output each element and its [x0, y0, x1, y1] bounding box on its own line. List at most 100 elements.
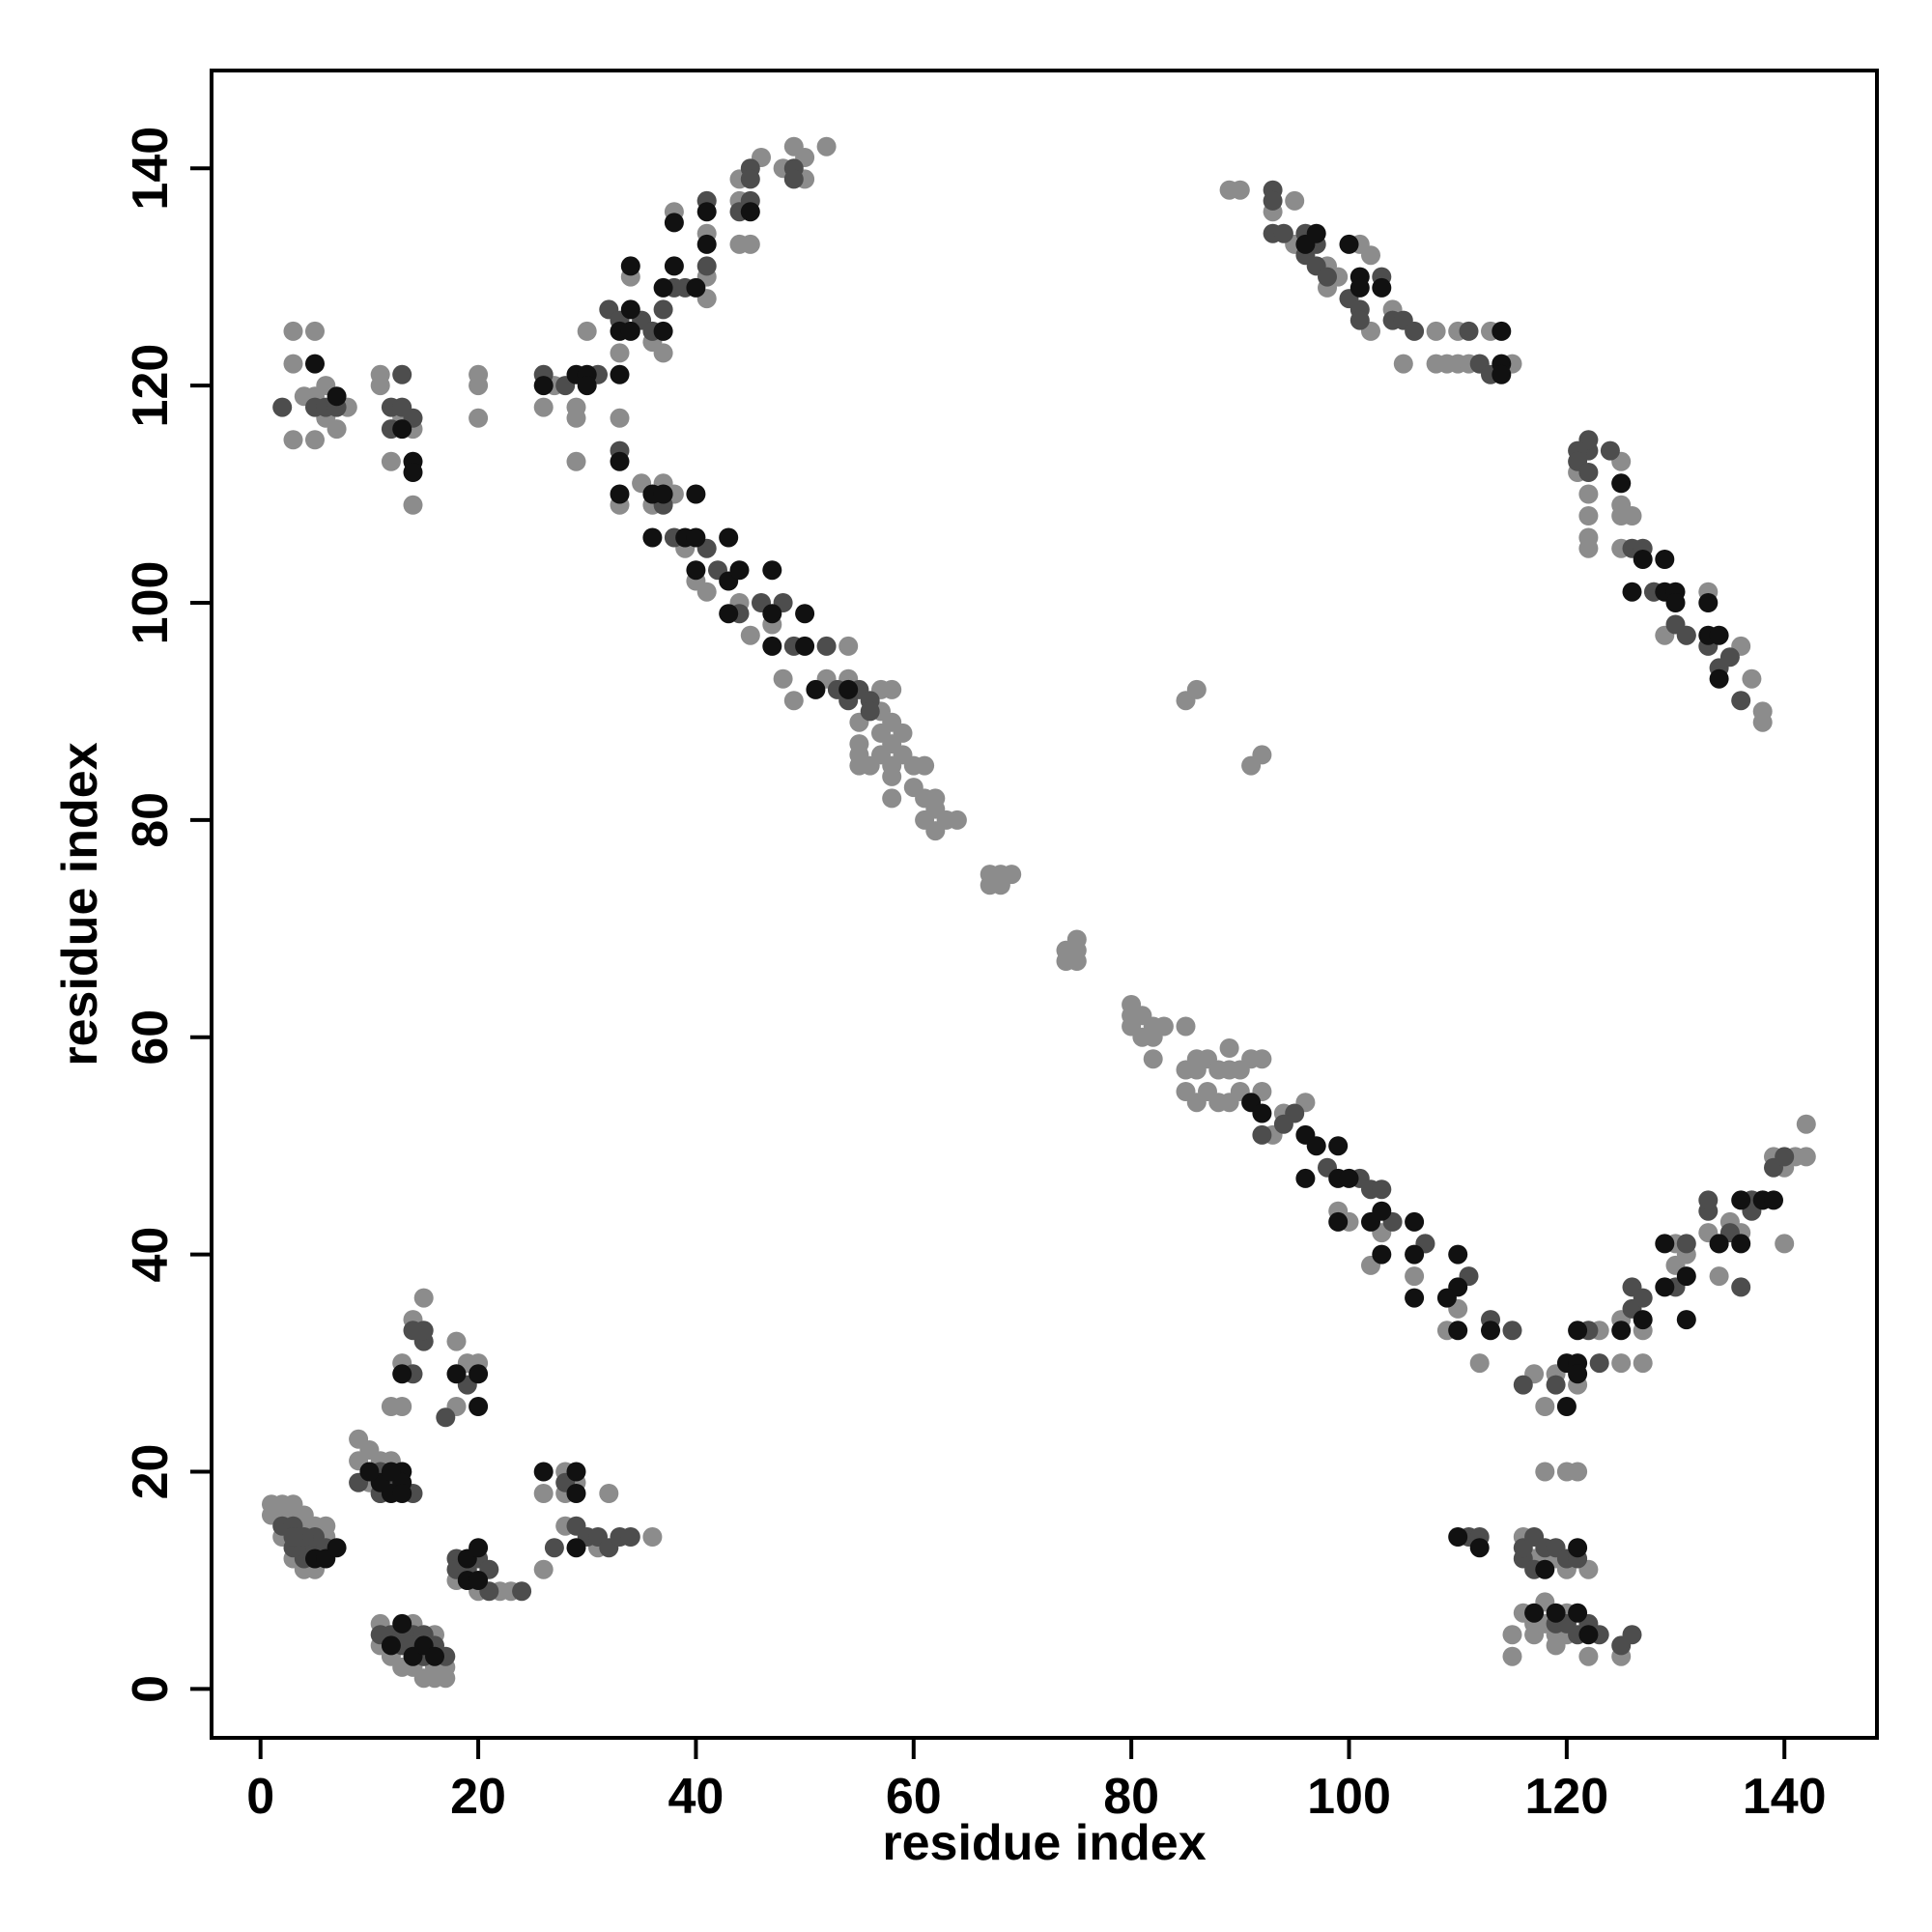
data-point	[533, 397, 554, 417]
data-point	[469, 1538, 489, 1558]
data-point	[1611, 473, 1632, 494]
data-point	[882, 679, 902, 699]
data-point	[1143, 1049, 1163, 1069]
data-point	[1393, 354, 1413, 374]
data-point	[1568, 1603, 1588, 1623]
data-point	[436, 1407, 456, 1428]
data-point	[381, 451, 401, 471]
data-point	[1405, 1211, 1425, 1232]
data-point	[327, 1538, 347, 1558]
data-point	[816, 136, 837, 156]
data-point	[696, 256, 717, 276]
data-point	[696, 202, 717, 222]
data-point	[795, 636, 815, 656]
data-point	[1676, 625, 1696, 645]
data-point	[1731, 1277, 1751, 1297]
data-point	[1426, 321, 1446, 341]
data-point	[1578, 1625, 1599, 1645]
data-point	[620, 321, 640, 341]
data-point	[469, 1397, 489, 1416]
y-tick-label: 100	[123, 561, 179, 645]
data-point	[469, 1364, 489, 1384]
data-point	[1535, 1559, 1555, 1579]
data-point	[381, 1635, 401, 1656]
data-point	[1372, 1179, 1392, 1200]
data-point	[740, 169, 760, 189]
data-point	[1252, 1049, 1272, 1069]
data-point	[860, 701, 880, 722]
data-point	[1263, 190, 1283, 211]
y-axis: 0 20 40 60 80 100 120 140	[123, 127, 212, 1703]
data-point	[1633, 1310, 1653, 1330]
data-point	[1372, 277, 1392, 298]
data-point	[882, 766, 902, 786]
y-tick-label: 20	[123, 1444, 179, 1500]
data-point	[1361, 245, 1380, 266]
y-tick-label: 60	[123, 1009, 179, 1065]
data-point	[1709, 625, 1729, 645]
x-axis-title: residue index	[882, 1815, 1206, 1871]
data-point	[664, 213, 684, 233]
data-point	[653, 321, 673, 341]
data-point	[1655, 550, 1675, 569]
data-point	[1176, 1016, 1196, 1037]
data-point	[795, 604, 815, 624]
data-point	[1719, 647, 1740, 668]
data-point	[1655, 1234, 1675, 1254]
data-point	[1405, 1266, 1425, 1287]
data-point	[1339, 234, 1359, 254]
data-point	[469, 1571, 489, 1590]
data-point	[783, 691, 804, 711]
data-points	[262, 136, 1816, 1689]
data-point	[610, 484, 630, 504]
data-point	[1405, 1244, 1425, 1264]
data-point	[1153, 1016, 1174, 1037]
data-point	[1698, 593, 1719, 612]
data-point	[577, 376, 597, 396]
y-tick-label: 0	[123, 1675, 179, 1703]
data-point	[925, 788, 946, 809]
data-point	[1513, 1375, 1533, 1395]
data-point	[1578, 463, 1599, 482]
data-point	[1492, 321, 1512, 341]
data-point	[1459, 321, 1479, 341]
data-point	[1731, 1190, 1751, 1210]
data-point	[740, 202, 760, 222]
data-point	[1731, 1234, 1751, 1254]
data-point	[1328, 1211, 1349, 1232]
data-point	[1775, 1234, 1795, 1254]
x-tick-label: 60	[886, 1769, 942, 1825]
data-point	[762, 604, 782, 624]
data-point	[533, 1462, 554, 1482]
data-point	[729, 560, 750, 581]
data-point	[392, 1484, 412, 1503]
data-point	[283, 1527, 303, 1547]
data-point	[1676, 1310, 1696, 1330]
data-point	[1578, 538, 1599, 558]
data-point	[381, 1462, 401, 1482]
data-point	[1448, 1244, 1468, 1264]
data-point	[1796, 1147, 1816, 1167]
data-point	[1306, 1136, 1326, 1156]
data-point	[653, 299, 673, 320]
data-point	[392, 1613, 412, 1634]
data-point	[1066, 929, 1087, 950]
data-point	[392, 1364, 412, 1384]
data-point	[1186, 679, 1207, 699]
x-tick-label: 80	[1103, 1769, 1159, 1825]
data-point	[1709, 668, 1729, 689]
data-point	[1405, 1288, 1425, 1308]
data-point	[1350, 310, 1370, 330]
data-point	[1655, 1277, 1675, 1297]
data-point	[1775, 1147, 1795, 1167]
data-point	[1469, 1353, 1490, 1374]
data-point	[664, 256, 684, 276]
data-point	[1448, 1527, 1468, 1547]
data-point	[686, 527, 706, 548]
data-point	[305, 430, 325, 450]
data-point	[1448, 1321, 1468, 1341]
data-point	[1285, 190, 1305, 211]
data-point	[816, 636, 837, 656]
data-point	[696, 582, 717, 602]
data-point	[469, 408, 489, 428]
